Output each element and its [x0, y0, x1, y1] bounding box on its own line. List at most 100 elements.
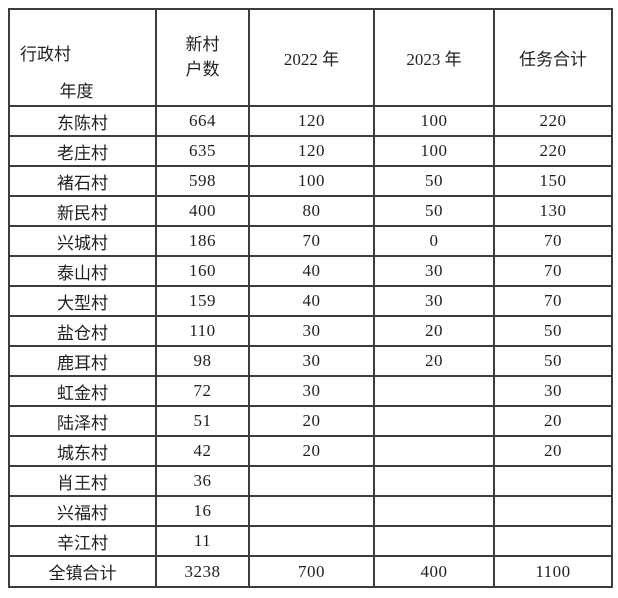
- y2023-cell: [373, 495, 495, 527]
- table-row: 肖王村 36: [8, 465, 613, 497]
- village-name-cell: 肖王村: [8, 465, 157, 497]
- table-row: 辛江村 11: [8, 525, 613, 557]
- village-name-cell: 大型村: [8, 285, 157, 317]
- households-cell: 664: [155, 105, 250, 137]
- village-name-cell: 新民村: [8, 195, 157, 227]
- y2022-cell: 30: [248, 375, 375, 407]
- y2022-cell: 30: [248, 315, 375, 347]
- task-total-cell: [493, 465, 613, 497]
- y2023-cell: [373, 435, 495, 467]
- table-footer: 全镇合计 3238 700 400 1100: [8, 555, 613, 588]
- table-row: 老庄村 635 120 100 220: [8, 135, 613, 167]
- task-total-cell: 220: [493, 135, 613, 167]
- task-total-cell: 70: [493, 285, 613, 317]
- y2022-cell: 70: [248, 225, 375, 257]
- table-row: 东陈村 664 120 100 220: [8, 105, 613, 137]
- y2022-cell: 20: [248, 405, 375, 437]
- y2022-cell: 80: [248, 195, 375, 227]
- y2023-cell: 0: [373, 225, 495, 257]
- y2023-cell: 30: [373, 255, 495, 287]
- table-body: 东陈村 664 120 100 220 老庄村 635 120 100 220 …: [8, 105, 613, 557]
- y2023-cell: 100: [373, 105, 495, 137]
- households-cell: 186: [155, 225, 250, 257]
- y2023-cell: [373, 375, 495, 407]
- households-cell: 16: [155, 495, 250, 527]
- y2023-cell: 20: [373, 345, 495, 377]
- y2022-cell: 40: [248, 255, 375, 287]
- households-cell: 110: [155, 315, 250, 347]
- table-row: 虹金村 72 30 30: [8, 375, 613, 407]
- y2022-cell: [248, 495, 375, 527]
- total-households-cell: 3238: [155, 555, 250, 588]
- village-name-cell: 盐仓村: [8, 315, 157, 347]
- header-2023-cell: 2023 年: [373, 8, 495, 107]
- y2023-cell: 100: [373, 135, 495, 167]
- task-total-cell: 70: [493, 255, 613, 287]
- table-row: 兴福村 16: [8, 495, 613, 527]
- total-task-cell: 1100: [493, 555, 613, 588]
- households-cell: 400: [155, 195, 250, 227]
- header-households-line2: 户数: [185, 59, 220, 79]
- task-total-cell: 50: [493, 345, 613, 377]
- village-name-cell: 东陈村: [8, 105, 157, 137]
- header-village-label: 行政村: [20, 45, 71, 64]
- y2023-cell: [373, 405, 495, 437]
- y2023-cell: 30: [373, 285, 495, 317]
- households-cell: 11: [155, 525, 250, 557]
- households-cell: 159: [155, 285, 250, 317]
- households-cell: 36: [155, 465, 250, 497]
- total-y2022-cell: 700: [248, 555, 375, 588]
- y2022-cell: 30: [248, 345, 375, 377]
- village-name-cell: 陆泽村: [8, 405, 157, 437]
- y2022-cell: 20: [248, 435, 375, 467]
- y2022-cell: 100: [248, 165, 375, 197]
- village-name-cell: 辛江村: [8, 525, 157, 557]
- total-row: 全镇合计 3238 700 400 1100: [8, 555, 613, 588]
- table-row: 褚石村 598 100 50 150: [8, 165, 613, 197]
- village-name-cell: 虹金村: [8, 375, 157, 407]
- households-cell: 98: [155, 345, 250, 377]
- y2022-cell: 40: [248, 285, 375, 317]
- households-cell: 72: [155, 375, 250, 407]
- total-y2023-cell: 400: [373, 555, 495, 588]
- task-total-cell: [493, 495, 613, 527]
- y2023-cell: [373, 525, 495, 557]
- task-total-cell: 50: [493, 315, 613, 347]
- task-total-cell: 130: [493, 195, 613, 227]
- table-row: 新民村 400 80 50 130: [8, 195, 613, 227]
- y2022-cell: [248, 525, 375, 557]
- header-households-line1: 新村: [185, 34, 220, 54]
- document-table-container: 行政村 年度 新村 户数 2022 年 2023 年 任务合计 东陈村 664 …: [8, 8, 613, 588]
- village-name-cell: 鹿耳村: [8, 345, 157, 377]
- village-name-cell: 泰山村: [8, 255, 157, 287]
- households-cell: 160: [155, 255, 250, 287]
- header-task-total-cell: 任务合计: [493, 8, 613, 107]
- table-header: 行政村 年度 新村 户数 2022 年 2023 年 任务合计: [8, 8, 613, 107]
- header-row: 行政村 年度 新村 户数 2022 年 2023 年 任务合计: [8, 8, 613, 107]
- households-cell: 635: [155, 135, 250, 167]
- task-total-cell: 20: [493, 435, 613, 467]
- y2023-cell: [373, 465, 495, 497]
- y2023-cell: 50: [373, 165, 495, 197]
- task-total-cell: 20: [493, 405, 613, 437]
- header-corner-cell: 行政村 年度: [8, 8, 157, 107]
- village-name-cell: 城东村: [8, 435, 157, 467]
- header-households-cell: 新村 户数: [155, 8, 250, 107]
- header-2022-cell: 2022 年: [248, 8, 375, 107]
- table-row: 盐仓村 110 30 20 50: [8, 315, 613, 347]
- y2022-cell: [248, 465, 375, 497]
- table-row: 兴城村 186 70 0 70: [8, 225, 613, 257]
- header-yearly-label: 年度: [59, 82, 94, 101]
- households-cell: 42: [155, 435, 250, 467]
- village-name-cell: 兴城村: [8, 225, 157, 257]
- table-row: 大型村 159 40 30 70: [8, 285, 613, 317]
- table-row: 陆泽村 51 20 20: [8, 405, 613, 437]
- y2023-cell: 50: [373, 195, 495, 227]
- households-cell: 598: [155, 165, 250, 197]
- y2022-cell: 120: [248, 135, 375, 167]
- village-name-cell: 褚石村: [8, 165, 157, 197]
- task-total-cell: [493, 525, 613, 557]
- table-row: 城东村 42 20 20: [8, 435, 613, 467]
- table-row: 鹿耳村 98 30 20 50: [8, 345, 613, 377]
- y2023-cell: 20: [373, 315, 495, 347]
